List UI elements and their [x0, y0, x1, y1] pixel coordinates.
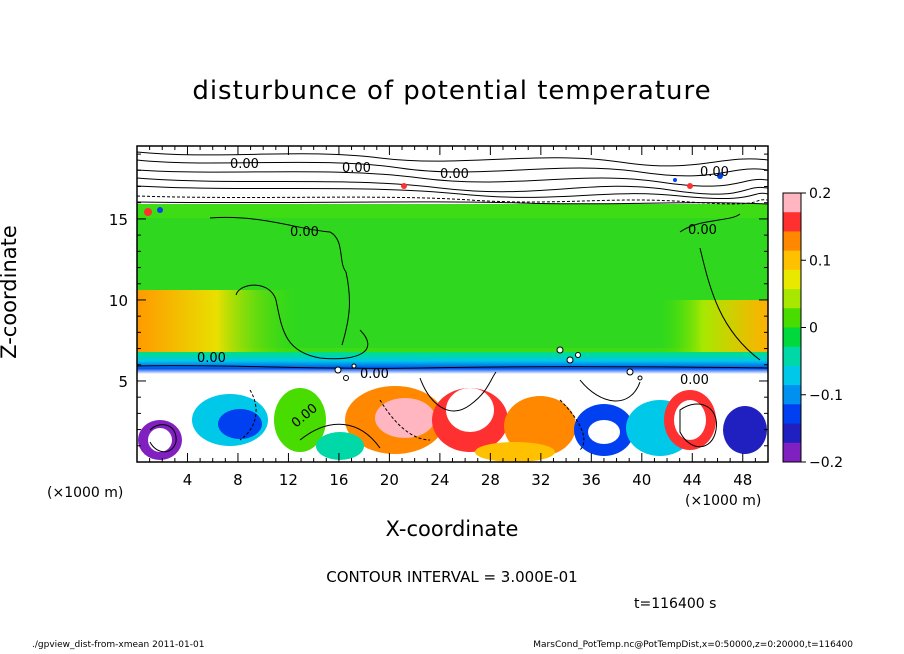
y-tick-label: 5: [118, 373, 128, 391]
colorbar-swatch: [783, 231, 801, 252]
y-axis-label: Z-coordinate: [0, 225, 21, 359]
colorbar-tick-label: 0.1: [809, 253, 831, 269]
chart-title: disturbunce of potential temperature: [192, 76, 712, 106]
colorbar-swatch: [783, 308, 801, 328]
x-tick-label: 8: [233, 471, 243, 489]
colorbar-swatch: [783, 269, 801, 290]
colorbar-tick-label: 0.2: [809, 186, 831, 202]
colorbar-tick-label: −0.2: [809, 455, 843, 471]
x-tick-label: 20: [380, 471, 399, 489]
x-axis-label: X-coordinate: [385, 517, 519, 541]
colorbar-swatch: [783, 442, 801, 463]
footer-right: MarsCond_PotTemp.nc@PotTempDist,x=0:5000…: [533, 640, 853, 650]
x-tick-label: 12: [279, 471, 298, 489]
x-tick-label: 4: [183, 471, 193, 489]
x-tick-label: 36: [582, 471, 601, 489]
colorbar-swatch: [783, 212, 801, 232]
colorbar-tick-label: −0.1: [809, 388, 843, 404]
colorbar-swatch: [783, 193, 801, 213]
contour-label: 0.00: [680, 373, 709, 388]
footer-left: ./gpview_dist-from-xmean 2011-01-01: [32, 640, 205, 650]
contour-interval: CONTOUR INTERVAL = 3.000E-01: [326, 568, 578, 586]
contour-label: 0.00: [700, 165, 729, 180]
x-tick-label: 28: [481, 471, 500, 489]
time-label: t=116400 s: [634, 596, 717, 612]
x-tick-label: 24: [430, 471, 449, 489]
x-axis: 4 8 12 16 20 24 28 32 36 40 44 48: [149, 146, 756, 489]
y-unit-label: (×1000 m): [47, 485, 124, 501]
x-unit-label: (×1000 m): [685, 493, 762, 509]
colorbar-swatch: [783, 365, 801, 386]
contour-label: 0.00: [440, 167, 469, 182]
colorbar-tick-label: 0: [809, 321, 818, 337]
x-tick-label: 16: [329, 471, 348, 489]
y-axis: 5 10 15: [109, 153, 768, 447]
colorbar-swatch: [783, 327, 801, 348]
contour-label: 0.00: [688, 223, 717, 238]
y-tick-label: 10: [109, 292, 128, 310]
colorbar: 0.2 0.1 0 −0.1 −0.2: [782, 186, 843, 471]
colorbar-swatch: [783, 289, 801, 309]
y-tick-label: 15: [109, 211, 128, 229]
colorbar-swatch: [783, 385, 801, 405]
field-image: [137, 146, 768, 462]
colorbar-swatch: [783, 250, 801, 271]
contour-label: 0.00: [230, 157, 259, 172]
x-tick-label: 48: [733, 471, 752, 489]
colorbar-swatch: [783, 423, 801, 444]
contour-label: 0.00: [197, 351, 226, 366]
contour-label: 0.00: [290, 225, 319, 240]
contour-label: 0.00: [342, 161, 371, 176]
x-tick-label: 44: [683, 471, 702, 489]
x-tick-label: 32: [531, 471, 550, 489]
contour-label: 0.00: [360, 367, 389, 382]
x-tick-label: 40: [632, 471, 651, 489]
colorbar-swatch: [783, 404, 801, 425]
colorbar-swatch: [783, 346, 801, 367]
